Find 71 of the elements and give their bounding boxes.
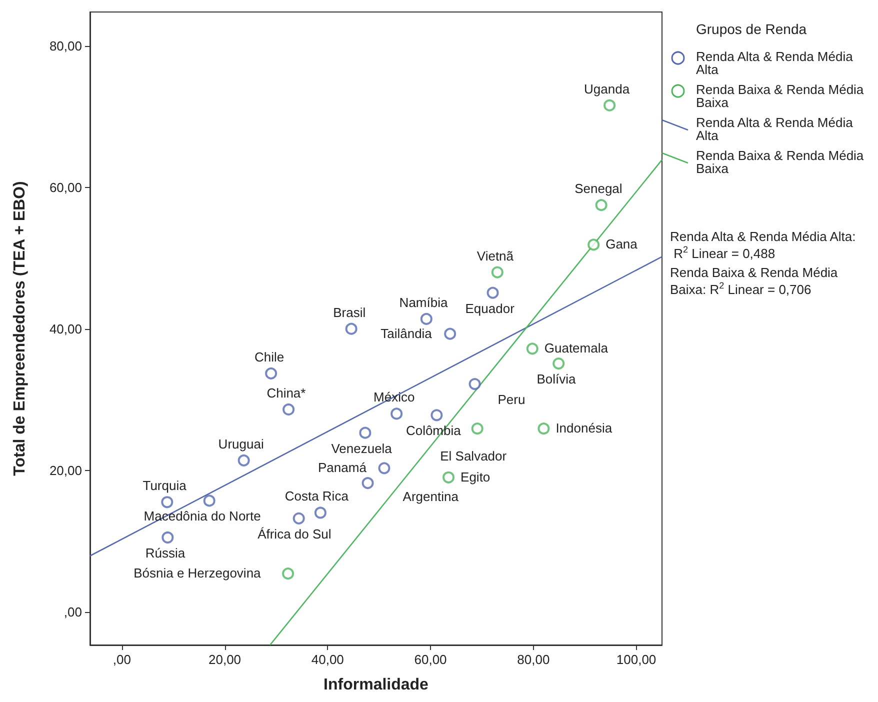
annotation: Vietnã — [476, 248, 514, 264]
point — [390, 408, 403, 420]
point — [595, 199, 608, 212]
point — [378, 462, 390, 474]
point — [314, 506, 326, 519]
annotation: Brasil — [333, 304, 366, 320]
point — [430, 409, 443, 422]
point — [203, 494, 216, 507]
y-tick-label: 40,00 — [49, 321, 82, 336]
point — [588, 238, 600, 251]
annotation: Rússia — [145, 545, 186, 560]
annotation: Guatemala — [544, 340, 609, 356]
point — [468, 378, 481, 390]
annotation: Bolívia — [536, 372, 577, 387]
y-axis-title: Total de Empreendedores (TEA + EBO) — [12, 181, 28, 476]
legend-label: Renda Baixa & Renda Média Baixa — [696, 82, 868, 110]
y-tick-label: 60,00 — [49, 180, 82, 195]
point — [162, 532, 174, 544]
y-tick-label: 20,00 — [49, 462, 82, 478]
y-tick-label: 80,00 — [49, 38, 82, 54]
annotation: El Salvador — [440, 448, 508, 464]
point — [362, 477, 374, 490]
point — [526, 342, 538, 355]
point — [604, 99, 616, 112]
x-tick-label: 40,00 — [311, 652, 344, 667]
point — [161, 496, 174, 508]
annotation: Venezuela — [331, 440, 393, 456]
point — [442, 471, 455, 484]
annotation: Costa Rica — [284, 488, 350, 504]
point — [486, 286, 499, 299]
y-tick-label: ,00 — [64, 604, 82, 620]
annotation: África do Sul — [258, 526, 332, 542]
annotation: Peru — [498, 392, 526, 408]
point — [345, 322, 358, 335]
annotation: Chile — [254, 349, 284, 364]
annotation: Tailândia — [380, 326, 433, 341]
legend-label: Renda Alta & Renda Média Alta — [696, 115, 856, 143]
x-tick-label: 80,00 — [517, 652, 550, 667]
annotation: Gana — [606, 236, 638, 252]
annotation: Bósnia e Herzegovina — [134, 566, 262, 581]
annotation: Equador — [465, 300, 516, 316]
annotation: Namíbia — [399, 294, 448, 310]
point — [359, 426, 372, 439]
point — [552, 358, 565, 370]
legend-title: Grupos de Renda — [696, 21, 807, 37]
point — [238, 454, 250, 466]
point — [444, 328, 456, 340]
point — [491, 266, 504, 278]
annotation: Senegal — [574, 181, 622, 196]
annotation: Turquia — [142, 478, 188, 494]
point — [282, 568, 294, 580]
x-axis-title: Informalidade — [324, 676, 429, 694]
annotation: Uganda — [584, 81, 630, 96]
annotation: Egito — [460, 469, 490, 484]
point — [471, 422, 484, 435]
x-tick-label: 100,00 — [616, 652, 656, 667]
point — [420, 312, 432, 325]
x-tick-label: ,00 — [112, 652, 131, 667]
x-tick-label: 60,00 — [414, 652, 447, 667]
point — [282, 403, 295, 416]
point — [538, 422, 550, 435]
x-tick-label: 20,00 — [208, 652, 242, 667]
annotation: Uruguai — [218, 436, 264, 452]
legend-label: Renda Baixa & Renda Média Baixa — [696, 148, 868, 176]
annotation: Panamá — [318, 460, 368, 476]
point — [265, 367, 278, 380]
point — [292, 512, 305, 524]
annotation: China* — [266, 385, 306, 400]
legend-label: Renda Alta & Renda Média Alta — [696, 49, 856, 77]
annotation: Argentina — [402, 489, 460, 504]
annotation: Indonésia — [556, 420, 613, 436]
